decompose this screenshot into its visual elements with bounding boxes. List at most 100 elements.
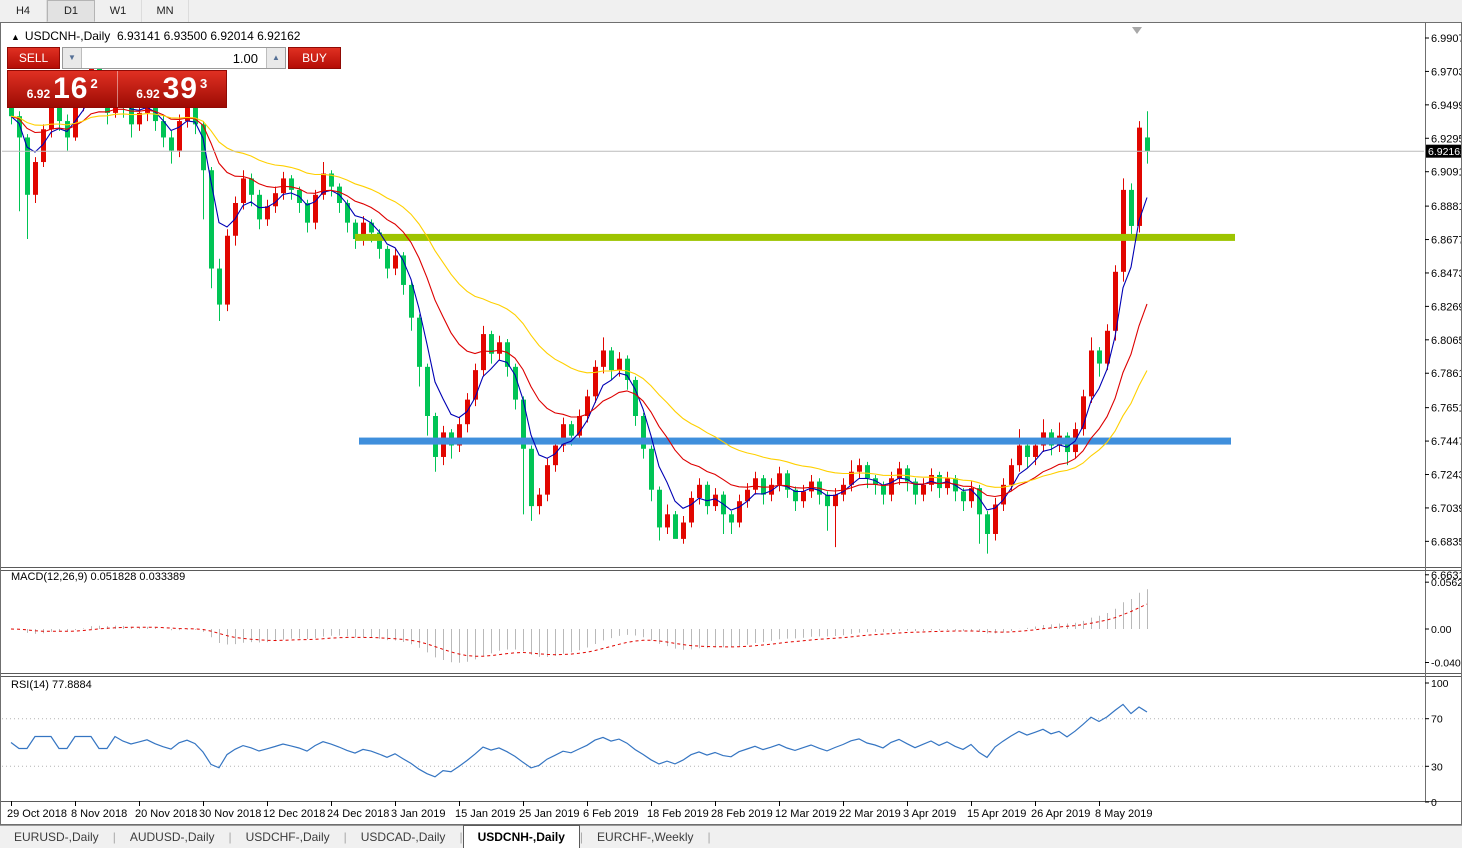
buy-button[interactable]: BUY bbox=[288, 47, 341, 69]
date-axis-label: 20 Nov 2018 bbox=[135, 808, 197, 820]
macd-signal-line bbox=[10, 603, 1148, 657]
volume-input[interactable] bbox=[82, 48, 266, 68]
volume-increase-icon[interactable]: ▲ bbox=[266, 48, 285, 68]
ask-quote-button[interactable]: 6.92 39 3 bbox=[118, 71, 227, 107]
timeframe-button-w1[interactable]: W1 bbox=[95, 0, 142, 22]
rsi-axis-label: 100 bbox=[1431, 678, 1449, 690]
timeframe-button-mn[interactable]: MN bbox=[142, 0, 189, 22]
candle-body bbox=[497, 342, 502, 354]
candle-body bbox=[537, 494, 542, 507]
candle-body bbox=[313, 194, 318, 223]
candle-body bbox=[1105, 330, 1110, 364]
rsi-axis-label: 70 bbox=[1431, 714, 1443, 726]
chart-tab-usdcad[interactable]: USDCAD-,Daily bbox=[360, 830, 446, 844]
candle-body bbox=[481, 334, 486, 371]
chart-symbol-period: USDCNH-,Daily bbox=[24, 29, 111, 43]
rsi-axis-label: 0 bbox=[1431, 797, 1437, 809]
candle-body bbox=[489, 334, 494, 354]
one-click-trade-panel: SELL ▼ ▲ BUY 6.92 16 2 6.92 39 3 bbox=[7, 47, 341, 108]
chart-tab-usdcnh[interactable]: USDCNH-,Daily bbox=[462, 825, 580, 848]
bid-price-pips: 16 bbox=[53, 72, 89, 105]
timeframe-toolbar: H4 D1 W1 MN bbox=[0, 0, 1462, 23]
candle-body bbox=[369, 222, 374, 233]
tab-separator: | bbox=[459, 830, 463, 844]
candle-body bbox=[169, 137, 174, 151]
rsi-axis-label: 30 bbox=[1431, 761, 1443, 773]
candle-body bbox=[545, 465, 550, 495]
candle-body bbox=[737, 501, 742, 523]
chart-tab-eurusd[interactable]: EURUSD-,Daily bbox=[14, 830, 99, 844]
rsi-line bbox=[10, 703, 1148, 778]
candle-body bbox=[761, 478, 766, 495]
candle-body bbox=[561, 424, 566, 446]
candle-body bbox=[409, 284, 414, 318]
bid-quote-button[interactable]: 6.92 16 2 bbox=[8, 71, 118, 107]
tab-separator: | bbox=[228, 830, 232, 844]
date-axis-label: 3 Apr 2019 bbox=[903, 808, 956, 820]
candle-body bbox=[921, 484, 926, 495]
price-chart[interactable]: 6.99070 6.97030 6.94990 6.92950 6.90910 6.888… bbox=[1, 23, 1461, 824]
candle-body bbox=[689, 497, 694, 523]
candle-body bbox=[1033, 445, 1038, 457]
candle-body bbox=[977, 488, 982, 515]
candle-body bbox=[193, 107, 198, 125]
chart-tab-audusd[interactable]: AUDUSD-,Daily bbox=[129, 830, 215, 844]
moving-average-line bbox=[10, 94, 1148, 511]
candle-body bbox=[1137, 127, 1142, 226]
price-axis-label: 6.88810 bbox=[1431, 201, 1461, 213]
candle-body bbox=[241, 178, 246, 203]
candle-body bbox=[657, 489, 662, 528]
timeframe-button-d1[interactable]: D1 bbox=[47, 0, 95, 22]
ask-price-pips: 39 bbox=[162, 72, 198, 105]
timeframe-button-h4[interactable]: H4 bbox=[0, 0, 47, 22]
moving-average-line bbox=[10, 113, 1148, 488]
chart-tab-eurchf[interactable]: EURCHF-,Weekly bbox=[597, 830, 694, 844]
candle-body bbox=[273, 193, 278, 207]
price-axis-label: 6.92950 bbox=[1431, 133, 1461, 145]
main-price-pane bbox=[2, 58, 1424, 554]
price-axis-label: 6.97030 bbox=[1431, 66, 1461, 78]
candle-body bbox=[633, 379, 638, 417]
moving-average-line bbox=[10, 108, 1148, 498]
price-axis-label: 6.80650 bbox=[1431, 335, 1461, 347]
candle-body bbox=[393, 255, 398, 269]
candle-body bbox=[361, 222, 366, 240]
candle-body bbox=[1009, 465, 1014, 485]
price-axis-label: 6.86770 bbox=[1431, 235, 1461, 247]
candle-body bbox=[265, 206, 270, 220]
chart-tab-usdchf[interactable]: USDCHF-,Daily bbox=[245, 830, 330, 844]
macd-axis-label: 0.056211 bbox=[1431, 577, 1461, 589]
horizontal-line bbox=[355, 233, 1235, 241]
candle-body bbox=[137, 112, 142, 125]
candle-body bbox=[465, 399, 470, 425]
candle-body bbox=[505, 342, 510, 367]
chart-ohlc-values: 6.93141 6.93500 6.92014 6.92162 bbox=[116, 29, 301, 43]
candle-body bbox=[321, 173, 326, 195]
price-axis-label: 6.82690 bbox=[1431, 301, 1461, 313]
macd-axis-label: -0.040218 bbox=[1431, 658, 1461, 670]
collapse-trade-panel-icon[interactable]: ▲ bbox=[11, 32, 20, 42]
bid-price-point: 2 bbox=[90, 75, 98, 91]
price-axis-label: 6.72430 bbox=[1431, 469, 1461, 481]
sell-button[interactable]: SELL bbox=[7, 47, 60, 69]
bid-price-prefix: 6.92 bbox=[26, 87, 51, 101]
candle-body bbox=[609, 350, 614, 371]
candle-body bbox=[1121, 189, 1126, 272]
candle-body bbox=[49, 107, 54, 130]
candle-body bbox=[345, 202, 350, 223]
candle-body bbox=[1129, 189, 1134, 226]
candle-body bbox=[217, 268, 222, 305]
candle-body bbox=[473, 370, 478, 400]
candle-body bbox=[769, 484, 774, 495]
price-axis-label: 6.94990 bbox=[1431, 100, 1461, 112]
candle-body bbox=[233, 202, 238, 236]
candle-body bbox=[625, 358, 630, 380]
candle-body bbox=[873, 478, 878, 485]
candle-body bbox=[697, 484, 702, 498]
candle-body bbox=[969, 488, 974, 502]
volume-decrease-icon[interactable]: ▼ bbox=[63, 48, 82, 68]
candle-body bbox=[929, 474, 934, 485]
candle-body bbox=[161, 121, 166, 138]
date-axis-label: 26 Apr 2019 bbox=[1031, 808, 1090, 820]
price-axis-label: 6.74470 bbox=[1431, 436, 1461, 448]
